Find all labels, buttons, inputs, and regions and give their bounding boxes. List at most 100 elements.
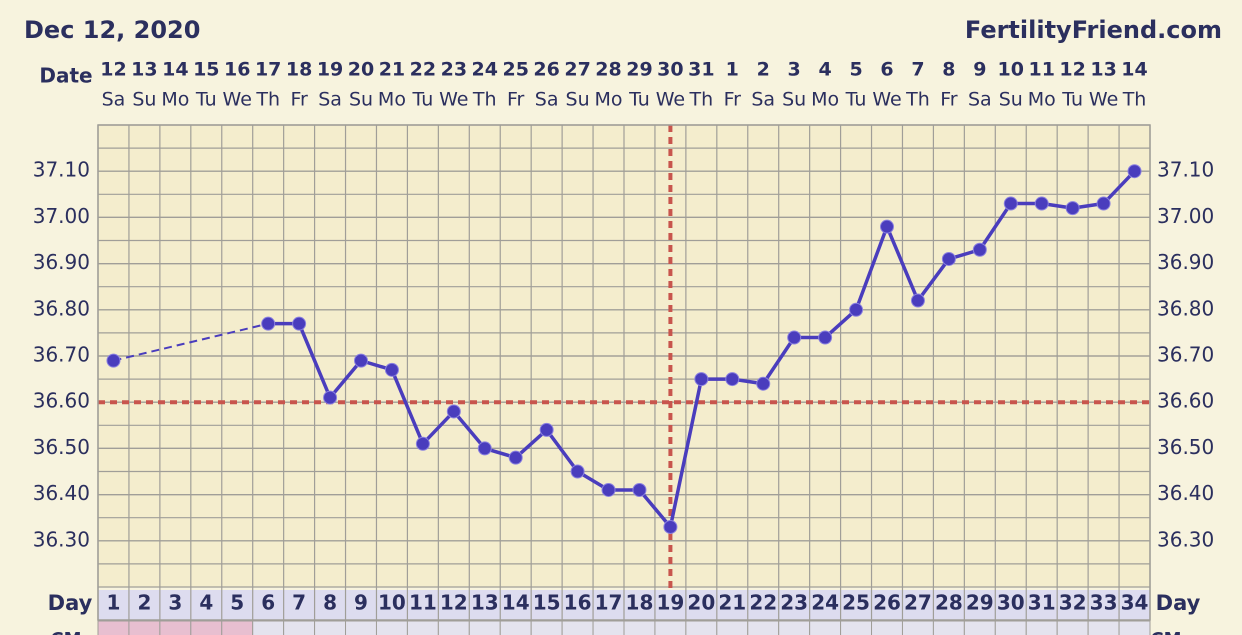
day-label: 1: [107, 591, 121, 615]
weekday-label: Mo: [811, 89, 839, 111]
cm-cell: [221, 620, 254, 635]
date-label: 22: [410, 59, 436, 81]
chart-title: Dec 12, 2020: [24, 16, 200, 44]
y-tick-label-right: 36.40: [1157, 481, 1214, 505]
temperature-point: [354, 353, 368, 368]
temperature-point: [663, 519, 678, 534]
weekday-label: Fr: [507, 89, 525, 111]
day-label: 33: [1090, 591, 1118, 615]
y-tick-label: 37.00: [33, 204, 90, 228]
cm-cell: [97, 620, 130, 635]
date-label: 20: [348, 59, 374, 81]
day-label: 26: [873, 591, 901, 615]
temperature-point: [787, 330, 802, 345]
cm-cell: [747, 620, 780, 635]
cm-cell: [314, 620, 347, 635]
y-tick-label: 36.70: [33, 343, 90, 367]
weekday-label: Tu: [1061, 89, 1083, 111]
temperature-point: [972, 242, 987, 257]
weekday-label: Th: [255, 89, 280, 111]
cm-cell: [901, 620, 934, 635]
cm-cell: [1025, 620, 1058, 635]
y-tick-label-right: 36.70: [1157, 343, 1214, 367]
cm-cell: [283, 620, 316, 635]
weekday-label: Th: [905, 89, 930, 111]
day-label: 15: [533, 591, 561, 615]
y-tick-label: 36.30: [33, 527, 90, 551]
date-label: 15: [193, 59, 219, 81]
temperature-point: [508, 450, 523, 465]
cm-row-label-right: CM: [1150, 629, 1181, 635]
cm-row-label: CM: [50, 629, 81, 635]
day-label: 21: [718, 591, 746, 615]
date-label: 8: [942, 59, 955, 81]
weekday-label: Tu: [628, 89, 650, 111]
cm-cell: [190, 620, 223, 635]
weekday-label: We: [223, 89, 252, 111]
date-label: 11: [1028, 59, 1054, 81]
day-label: 17: [595, 591, 623, 615]
weekday-label: Sa: [535, 89, 559, 111]
temperature-point: [1096, 196, 1111, 211]
day-row-label-right: Day: [1156, 591, 1201, 615]
y-tick-label-right: 37.10: [1157, 158, 1214, 182]
weekday-label: Su: [132, 89, 156, 111]
cm-cell: [809, 620, 842, 635]
date-label: 25: [502, 59, 528, 81]
temperature-point: [725, 372, 740, 387]
cm-cell: [963, 620, 996, 635]
day-label: 11: [409, 591, 437, 615]
cm-cell: [345, 620, 377, 635]
cm-cell: [128, 620, 161, 635]
day-label: 34: [1121, 591, 1149, 615]
day-label: 14: [502, 591, 530, 615]
date-label: 13: [1090, 59, 1116, 81]
day-label: 8: [323, 591, 337, 615]
date-label: 31: [688, 59, 714, 81]
day-label: 22: [749, 591, 777, 615]
cm-cell: [406, 620, 439, 635]
date-row-label: Date: [39, 64, 92, 88]
day-label: 16: [564, 591, 592, 615]
temperature-point: [756, 376, 771, 391]
day-label: 25: [842, 591, 870, 615]
date-label: 13: [131, 59, 157, 81]
date-label: 14: [1121, 59, 1147, 81]
weekday-label: Sa: [102, 89, 126, 111]
temperature-point: [1003, 196, 1018, 211]
temperature-point: [415, 436, 430, 451]
weekday-label: Su: [566, 89, 590, 111]
weekday-label: Tu: [195, 89, 217, 111]
cm-cell: [437, 620, 470, 635]
day-label: 23: [780, 591, 808, 615]
date-label: 9: [973, 59, 986, 81]
weekday-label: We: [439, 89, 468, 111]
day-label: 4: [199, 591, 213, 615]
day-label: 7: [292, 591, 306, 615]
temperature-point: [880, 219, 894, 234]
plot-border: [97, 124, 1151, 621]
day-label: 6: [261, 591, 275, 615]
temperature-point: [941, 251, 956, 266]
cm-cell: [716, 620, 749, 635]
cm-cell: [623, 620, 656, 635]
date-label: 3: [788, 59, 801, 81]
day-label: 28: [935, 591, 963, 615]
temperature-point: [1034, 196, 1049, 211]
cm-cell: [159, 620, 192, 635]
cm-cell: [994, 620, 1027, 635]
weekday-label: Mo: [595, 89, 623, 111]
temperature-point: [446, 404, 461, 419]
weekday-label: We: [656, 89, 685, 111]
date-label: 6: [880, 59, 893, 81]
day-label: 3: [168, 591, 182, 615]
temperature-point: [601, 482, 616, 497]
date-label: 4: [819, 59, 832, 81]
date-label: 19: [317, 59, 343, 81]
weekday-label: Su: [999, 89, 1023, 111]
cm-cell: [1118, 620, 1151, 635]
cm-cell: [871, 620, 903, 635]
cm-cell: [252, 620, 285, 635]
cm-cell: [1087, 620, 1120, 635]
y-tick-label-right: 36.30: [1157, 527, 1214, 551]
